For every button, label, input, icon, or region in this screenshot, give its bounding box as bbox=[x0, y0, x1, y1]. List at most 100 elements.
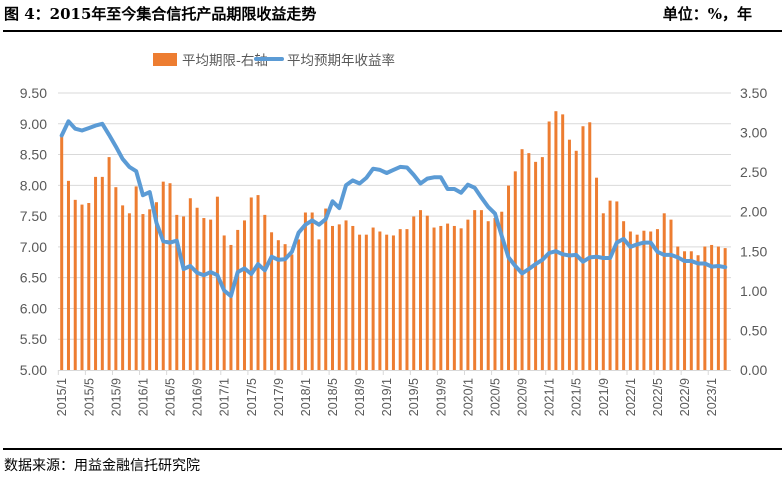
y-left-tick-label: 9.50 bbox=[20, 85, 47, 101]
bar bbox=[222, 235, 226, 370]
bar bbox=[703, 246, 707, 370]
bar bbox=[358, 234, 362, 370]
y-left-tick-label: 6.00 bbox=[20, 300, 47, 316]
bar bbox=[425, 215, 429, 370]
y-left-tick-label: 7.00 bbox=[20, 239, 47, 255]
bar bbox=[242, 220, 246, 370]
bar bbox=[412, 216, 416, 370]
bar bbox=[73, 199, 77, 370]
bar bbox=[628, 231, 632, 370]
bar bbox=[432, 227, 436, 370]
bar bbox=[615, 201, 619, 370]
bar bbox=[297, 239, 301, 370]
bar bbox=[622, 221, 626, 370]
bar bbox=[527, 153, 531, 370]
bar bbox=[276, 240, 280, 370]
x-tick-label: 2017/1 bbox=[218, 378, 232, 416]
bar bbox=[148, 209, 152, 370]
y-left-tick-label: 5.00 bbox=[20, 362, 47, 378]
line-series bbox=[59, 119, 728, 299]
bar bbox=[324, 208, 328, 370]
bar bbox=[500, 211, 504, 370]
x-tick-label: 2019/5 bbox=[407, 378, 421, 416]
bar bbox=[723, 248, 727, 370]
bar bbox=[473, 210, 477, 370]
bar bbox=[100, 176, 104, 370]
bar bbox=[479, 210, 483, 370]
bar bbox=[175, 214, 179, 370]
bar bbox=[391, 235, 395, 370]
x-tick-label: 2023/1 bbox=[705, 378, 719, 416]
bar bbox=[331, 225, 334, 370]
bar bbox=[270, 232, 274, 370]
bar bbox=[683, 251, 687, 370]
bar bbox=[114, 187, 118, 370]
title-divider bbox=[3, 30, 782, 32]
x-tick-label: 2018/1 bbox=[299, 378, 313, 416]
y-left-tick-label: 9.00 bbox=[20, 116, 47, 132]
x-tick-label: 2016/9 bbox=[191, 378, 205, 416]
x-axis-labels: 2015/1 2015/5 2015/9 2016/1 2016/5 2016/9 2017… bbox=[55, 378, 719, 416]
bar bbox=[290, 254, 294, 370]
bar bbox=[182, 216, 186, 370]
bar bbox=[642, 230, 646, 370]
y-right-tick-label: 3.00 bbox=[740, 125, 767, 141]
bar bbox=[310, 212, 314, 370]
x-tick-label: 2019/9 bbox=[434, 378, 448, 416]
bar bbox=[202, 218, 206, 370]
bar bbox=[676, 246, 680, 370]
bar bbox=[696, 255, 700, 370]
x-tick-label: 2018/5 bbox=[326, 378, 340, 416]
bar bbox=[87, 203, 91, 370]
bar bbox=[215, 196, 219, 370]
legend-label-line: 平均预期年收益率 bbox=[287, 52, 395, 69]
bar bbox=[256, 195, 260, 370]
bar bbox=[635, 234, 639, 370]
bar bbox=[493, 218, 497, 370]
x-tick-label: 2022/9 bbox=[678, 378, 692, 416]
unit-label: 单位：%，年 bbox=[662, 5, 752, 23]
y-right-tick-label: 2.00 bbox=[740, 204, 767, 220]
bar bbox=[60, 135, 64, 370]
bar bbox=[317, 239, 321, 370]
bar bbox=[547, 121, 551, 371]
bar bbox=[689, 251, 693, 370]
bar bbox=[486, 221, 490, 370]
y-right-tick-label: 2.50 bbox=[740, 164, 767, 180]
bar bbox=[608, 200, 612, 370]
bar bbox=[446, 223, 450, 370]
bar bbox=[107, 157, 111, 370]
y-left-tick-label: 6.50 bbox=[20, 270, 47, 286]
x-tick-label: 2016/5 bbox=[164, 378, 178, 416]
bar bbox=[209, 219, 213, 370]
x-tick-label: 2021/5 bbox=[570, 378, 584, 416]
bar bbox=[588, 122, 592, 370]
legend: 平均期限-右轴 平均预期年收益率 bbox=[153, 52, 395, 69]
bar bbox=[344, 220, 348, 370]
bar bbox=[134, 186, 138, 370]
bar bbox=[141, 214, 145, 370]
bar bbox=[371, 227, 375, 370]
x-tick-label: 2019/1 bbox=[380, 378, 394, 416]
bar bbox=[283, 244, 287, 370]
x-tick-label: 2017/5 bbox=[245, 378, 259, 416]
bar bbox=[452, 225, 456, 370]
bar bbox=[364, 234, 368, 370]
x-tick-label: 2015/1 bbox=[55, 378, 69, 416]
x-tick-label: 2017/9 bbox=[272, 378, 286, 416]
x-tick-label: 2020/1 bbox=[461, 378, 475, 416]
x-tick-label: 2020/5 bbox=[488, 378, 502, 416]
footer-divider bbox=[3, 448, 782, 450]
bar bbox=[439, 225, 443, 370]
bar bbox=[154, 202, 158, 370]
bar bbox=[385, 234, 389, 370]
bar bbox=[716, 246, 720, 370]
x-tick-label: 2022/5 bbox=[651, 378, 665, 416]
bar bbox=[378, 231, 382, 370]
legend-swatch-bar bbox=[153, 53, 177, 66]
bar bbox=[669, 219, 673, 370]
bar bbox=[655, 229, 659, 370]
bar bbox=[303, 212, 307, 370]
x-tick-label: 2015/5 bbox=[82, 378, 96, 416]
bar bbox=[507, 185, 511, 370]
